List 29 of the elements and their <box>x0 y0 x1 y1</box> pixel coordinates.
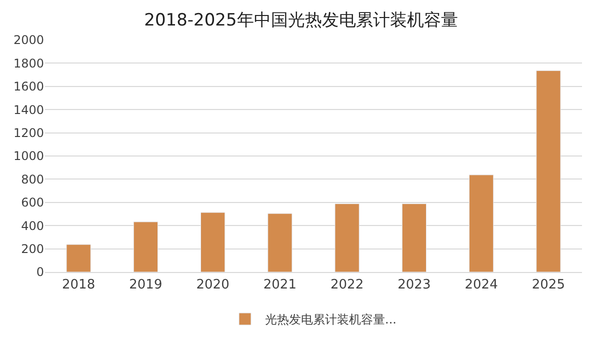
y-tick-label: 600 <box>21 196 44 210</box>
y-tick-label: 0 <box>36 265 44 280</box>
legend-label: 光热发电累计装机容量... <box>265 312 396 327</box>
bar <box>468 174 494 272</box>
bar <box>133 222 158 272</box>
x-tick-label: 2023 <box>398 278 431 293</box>
y-tick-label: 1400 <box>13 102 44 117</box>
x-tick-label: 2020 <box>196 278 230 293</box>
y-tick-label: 1800 <box>13 56 44 70</box>
x-tick-label: 2025 <box>532 278 565 293</box>
bar <box>402 204 427 272</box>
y-tick-label: 2000 <box>13 33 44 48</box>
y-tick-label: 1600 <box>13 80 44 94</box>
y-tick-label: 1000 <box>13 149 44 164</box>
bar <box>334 204 360 272</box>
x-tick-label: 2019 <box>129 278 162 293</box>
x-tick-label: 2018 <box>62 278 96 293</box>
y-tick-label: 200 <box>21 242 44 256</box>
bar <box>536 70 561 272</box>
x-tick-label: 2021 <box>263 278 296 293</box>
bar <box>268 213 292 272</box>
chart-title: 2018-2025年中国光热发电累计装机容量 <box>144 10 458 31</box>
bar <box>66 244 91 272</box>
y-tick-label: 400 <box>21 218 44 233</box>
x-tick-label: 2022 <box>330 278 364 293</box>
bar <box>200 212 226 272</box>
y-tick-label: 1200 <box>13 126 44 140</box>
y-tick-label: 800 <box>21 172 44 186</box>
x-tick-label: 2024 <box>464 278 498 293</box>
